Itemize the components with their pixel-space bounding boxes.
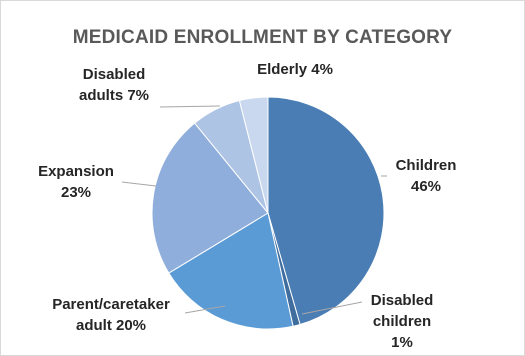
pie-slice-expansion [151,122,269,274]
data-label-parent-caretaker-adult: Parent/caretaker adult 20% [52,296,170,334]
data-label-children: Children 46% [396,157,457,195]
leader-line [159,105,221,108]
data-label-elderly: Elderly 4% [257,61,333,78]
data-label-expansion: Expansion 23% [38,163,114,201]
leader-line [301,301,363,315]
pie-slice-children [267,96,385,326]
leader-line [121,181,157,187]
data-label-disabled-adults: Disabled adults 7% [79,66,149,104]
pie-slice-elderly [238,96,269,214]
leader-line [184,305,226,314]
data-label-disabled-children: Disabled children 1% [371,292,434,351]
pie-slice-parent-caretaker-adult [168,212,294,330]
chart-title: MEDICAID ENROLLMENT BY CATEGORY [72,27,453,48]
